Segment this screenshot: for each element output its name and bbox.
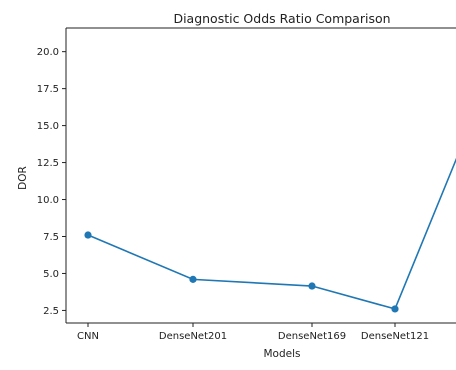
y-tick-label: 17.5: [37, 84, 59, 95]
data-point: [189, 275, 197, 283]
x-axis-label: Models: [264, 348, 301, 360]
x-tick-label: DenseNet169: [278, 331, 346, 342]
series-layer: [84, 157, 456, 313]
y-tick-label: 5.0: [43, 269, 59, 280]
y-axis: 2.5 5.0 7.5 10.0 12.5 15.0 17.5 20.0: [37, 47, 66, 317]
y-tick-label: 7.5: [43, 232, 59, 243]
x-tick-label: CNN: [77, 331, 99, 342]
y-tick-label: 20.0: [37, 47, 59, 58]
y-axis-label: DOR: [17, 166, 29, 190]
x-tick-label: DenseNet201: [159, 331, 227, 342]
axes-frame: [65, 27, 456, 324]
data-point: [308, 282, 316, 290]
y-tick-label: 10.0: [37, 195, 59, 206]
x-axis: CNN DenseNet201 DenseNet169 DenseNet121: [77, 323, 429, 342]
y-tick-label: 12.5: [37, 158, 59, 169]
chart-title: Diagnostic Odds Ratio Comparison: [173, 11, 390, 26]
y-tick-label: 15.0: [37, 121, 59, 132]
x-tick-label: DenseNet121: [361, 331, 429, 342]
data-point: [84, 231, 92, 239]
y-tick-label: 2.5: [43, 306, 59, 317]
series-line: [87, 157, 456, 310]
data-point: [391, 305, 399, 313]
